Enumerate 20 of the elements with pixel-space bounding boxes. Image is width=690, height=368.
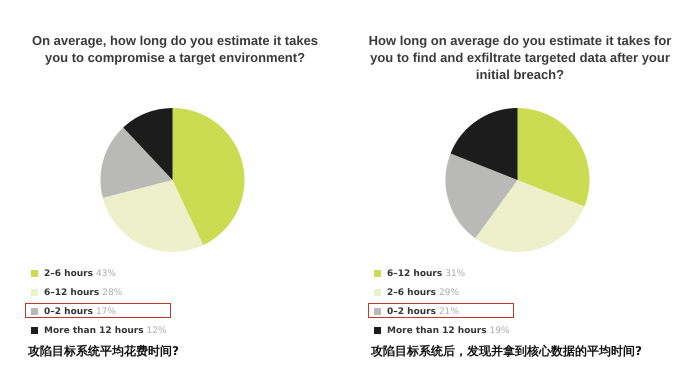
data-label: 29% bbox=[438, 288, 459, 298]
chart-title: On average, how long do you estimate it takes you to compromise a target environment? bbox=[30, 32, 320, 66]
legend-label: 6–12 hours bbox=[387, 268, 442, 278]
data-label: 12% bbox=[146, 326, 167, 336]
legend-label: 2–6 hours bbox=[44, 268, 93, 278]
text: 攻陷目标系统平均花费时间? bbox=[28, 343, 179, 360]
chart-title: How long on average do you estimate it takes for you to find and exfiltrate targeted data after your initial breach? bbox=[368, 32, 672, 83]
data-label: 17% bbox=[96, 306, 116, 316]
text: 攻陷目标系统后，发现并拿到核心数据的平均时间? bbox=[371, 343, 642, 360]
data-label: 19% bbox=[490, 326, 510, 336]
legend-label: 6–12 hours bbox=[44, 288, 100, 298]
legend-label: 0–2 hours bbox=[387, 306, 436, 316]
data-label: 31% bbox=[445, 268, 466, 278]
legend-label: More than 12 hours bbox=[387, 326, 487, 336]
data-label: 28% bbox=[102, 288, 122, 298]
legend-label: 2–6 hours bbox=[387, 288, 436, 298]
legend-label: More than 12 hours bbox=[44, 326, 144, 336]
data-label: 21% bbox=[438, 306, 459, 316]
data-label: 43% bbox=[96, 268, 116, 278]
legend-label: 0–2 hours bbox=[44, 306, 93, 316]
